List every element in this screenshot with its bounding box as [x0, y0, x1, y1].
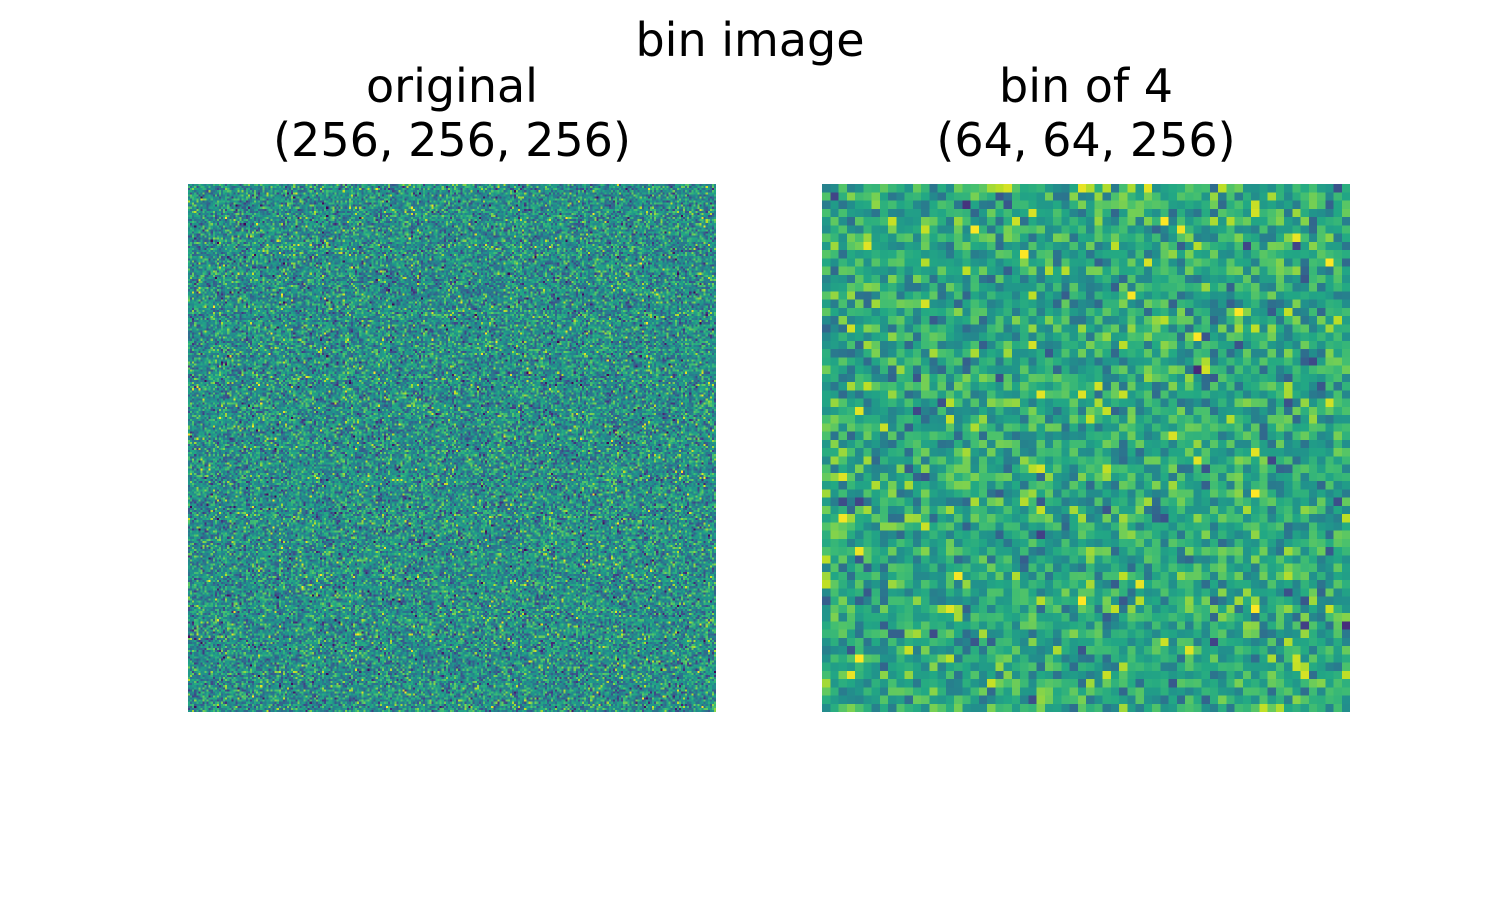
panel-title-binned: bin of 4 (64, 64, 256) [822, 59, 1350, 167]
panel-title-original-shape: (256, 256, 256) [273, 113, 631, 167]
panel-title-binned-shape: (64, 64, 256) [936, 113, 1236, 167]
panel-title-original-name: original [366, 59, 538, 113]
heatmap-original [188, 184, 716, 712]
heatmap-binned [822, 184, 1350, 712]
panel-title-original: original (256, 256, 256) [188, 59, 716, 167]
figure-suptitle: bin image [635, 13, 865, 67]
panel-title-binned-name: bin of 4 [999, 59, 1173, 113]
